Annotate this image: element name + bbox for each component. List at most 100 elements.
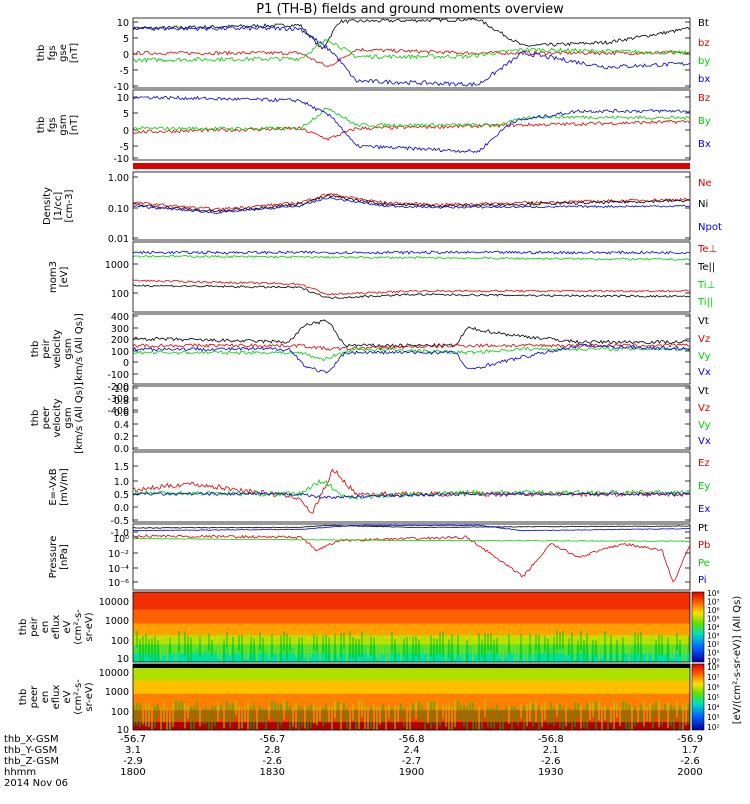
colorbar-tick: 10⁸ [707,663,720,672]
ytick-peir_vel: 300 [111,324,129,335]
spectrogram-texture [355,709,357,730]
spectrogram-texture [682,640,684,662]
vz-line [133,343,690,351]
colorbar-tick: 10¹ [707,649,720,658]
spectrogram-texture [688,703,690,725]
spectrogram-texture [430,635,432,657]
spectrogram-texture [151,708,153,730]
spectrogram-texture [613,701,615,730]
spectrogram-texture [229,704,231,728]
colorbar-tick: 10⁷ [707,673,720,682]
spectrogram-texture [214,706,216,727]
spectrogram-texture [460,635,462,658]
pt-line [133,524,690,529]
panel-peer_vel: thb peer velocity gsm [km/s (All Qs)] 1.00.80… [30,382,711,455]
legend-peer_vel: Vy [698,420,711,431]
spectrogram-texture [340,633,342,658]
spectrogram-band [133,592,690,610]
spectrogram-texture [142,636,144,662]
spectrogram-texture [496,637,498,654]
spectrogram-texture [508,706,510,725]
ylabel-peer_en: peer [29,685,40,709]
spectrogram-texture [634,632,636,662]
spectrogram-texture [217,701,219,722]
ylabel-density: Density [42,187,53,225]
ytick-fgs: -10 [113,82,129,93]
ytick-peir_vel: 100 [111,347,129,358]
legend-peer_vel: Vt [698,386,709,397]
ylabel-fgs_gsm: thb [36,117,47,134]
spectrogram-texture [394,705,396,729]
spectrogram-texture [193,632,195,651]
legend-peir_vel: Vz [698,334,710,345]
spectrogram-texture [232,636,234,662]
spectrogram-texture [427,640,429,662]
ytick-peir_vel: -400 [107,406,129,417]
ti-par-line [133,284,690,300]
spectrogram-texture [223,638,225,662]
colorbar-tick: 10⁷ [707,598,720,607]
spectrogram-texture [391,707,393,724]
legend-efield: Ey [698,481,710,492]
spectrogram-texture [229,635,231,657]
spectrogram-texture [682,704,684,730]
spectrogram-texture [580,705,582,729]
ylabel-fgs: gse [58,44,69,62]
spectrogram-band [133,635,690,645]
legend-pressure: Pb [698,540,710,551]
ytick-efield: 0.5 [114,490,129,501]
ytick-temp: 100 [111,289,129,300]
spectrogram-texture [511,630,513,654]
xaxis-value: -2.6 [680,756,700,767]
ylabel-peir_en: sr-eV) [84,612,95,641]
spectrogram-texture [679,707,681,730]
spectrogram-texture [541,704,543,728]
spectrogram-fill-gap [133,664,690,668]
xaxis-value: 2.1 [543,745,559,756]
spectrogram-texture [328,637,330,662]
panel-frame-peer_vel [132,385,691,451]
spectrogram-texture [238,706,240,729]
spectrogram-texture [526,637,528,662]
spectrogram-texture [391,631,393,652]
spectrogram-texture [439,631,441,655]
spectrogram-texture [466,639,468,662]
spectrogram-texture [343,702,345,721]
ytick-peir_en: 1000 [105,616,129,627]
spectrogram-texture [493,707,495,729]
spectrogram-texture [442,704,444,719]
red-bar-strip [133,163,690,169]
spectrogram-texture [154,705,156,728]
spectrogram-texture [196,701,198,720]
spectrogram-texture [304,632,306,659]
spectrogram-texture [484,633,486,662]
spectrogram-texture [433,701,435,725]
spectrogram-texture [316,707,318,726]
spectrogram-texture [283,700,285,720]
spectrogram-texture [280,704,282,725]
spectrogram-texture [226,631,228,647]
bz-line [133,47,690,68]
spectrogram-texture [469,630,471,646]
spectrogram-texture [211,639,213,657]
spectrogram-texture [166,709,168,730]
spectrogram-texture [532,703,534,727]
spectrogram-texture [325,634,327,662]
colorbar: 10⁸10⁷10⁶10⁵10⁴10³10²10¹10⁰10⁸10⁷10⁶10⁵1… [691,589,743,732]
spectrogram-texture [271,634,273,657]
legend-density: Npot [698,222,722,233]
date-label: 2014 Nov 06 [4,778,68,789]
spectrogram-texture [511,705,513,730]
legend-temp: Te⊥ [697,244,717,255]
spectrogram-texture [667,702,669,729]
pe-line [133,537,690,542]
spectrogram-texture [145,633,147,655]
spectrogram-texture [220,630,222,662]
ytick-peir_en: 10000 [99,597,129,608]
spectrogram-texture [352,704,354,721]
spectrogram-texture [469,701,471,720]
spectrogram-texture [649,634,651,653]
spectrogram-texture [328,707,330,723]
legend-efield: Ez [698,458,710,469]
spectrogram-texture [418,639,420,660]
